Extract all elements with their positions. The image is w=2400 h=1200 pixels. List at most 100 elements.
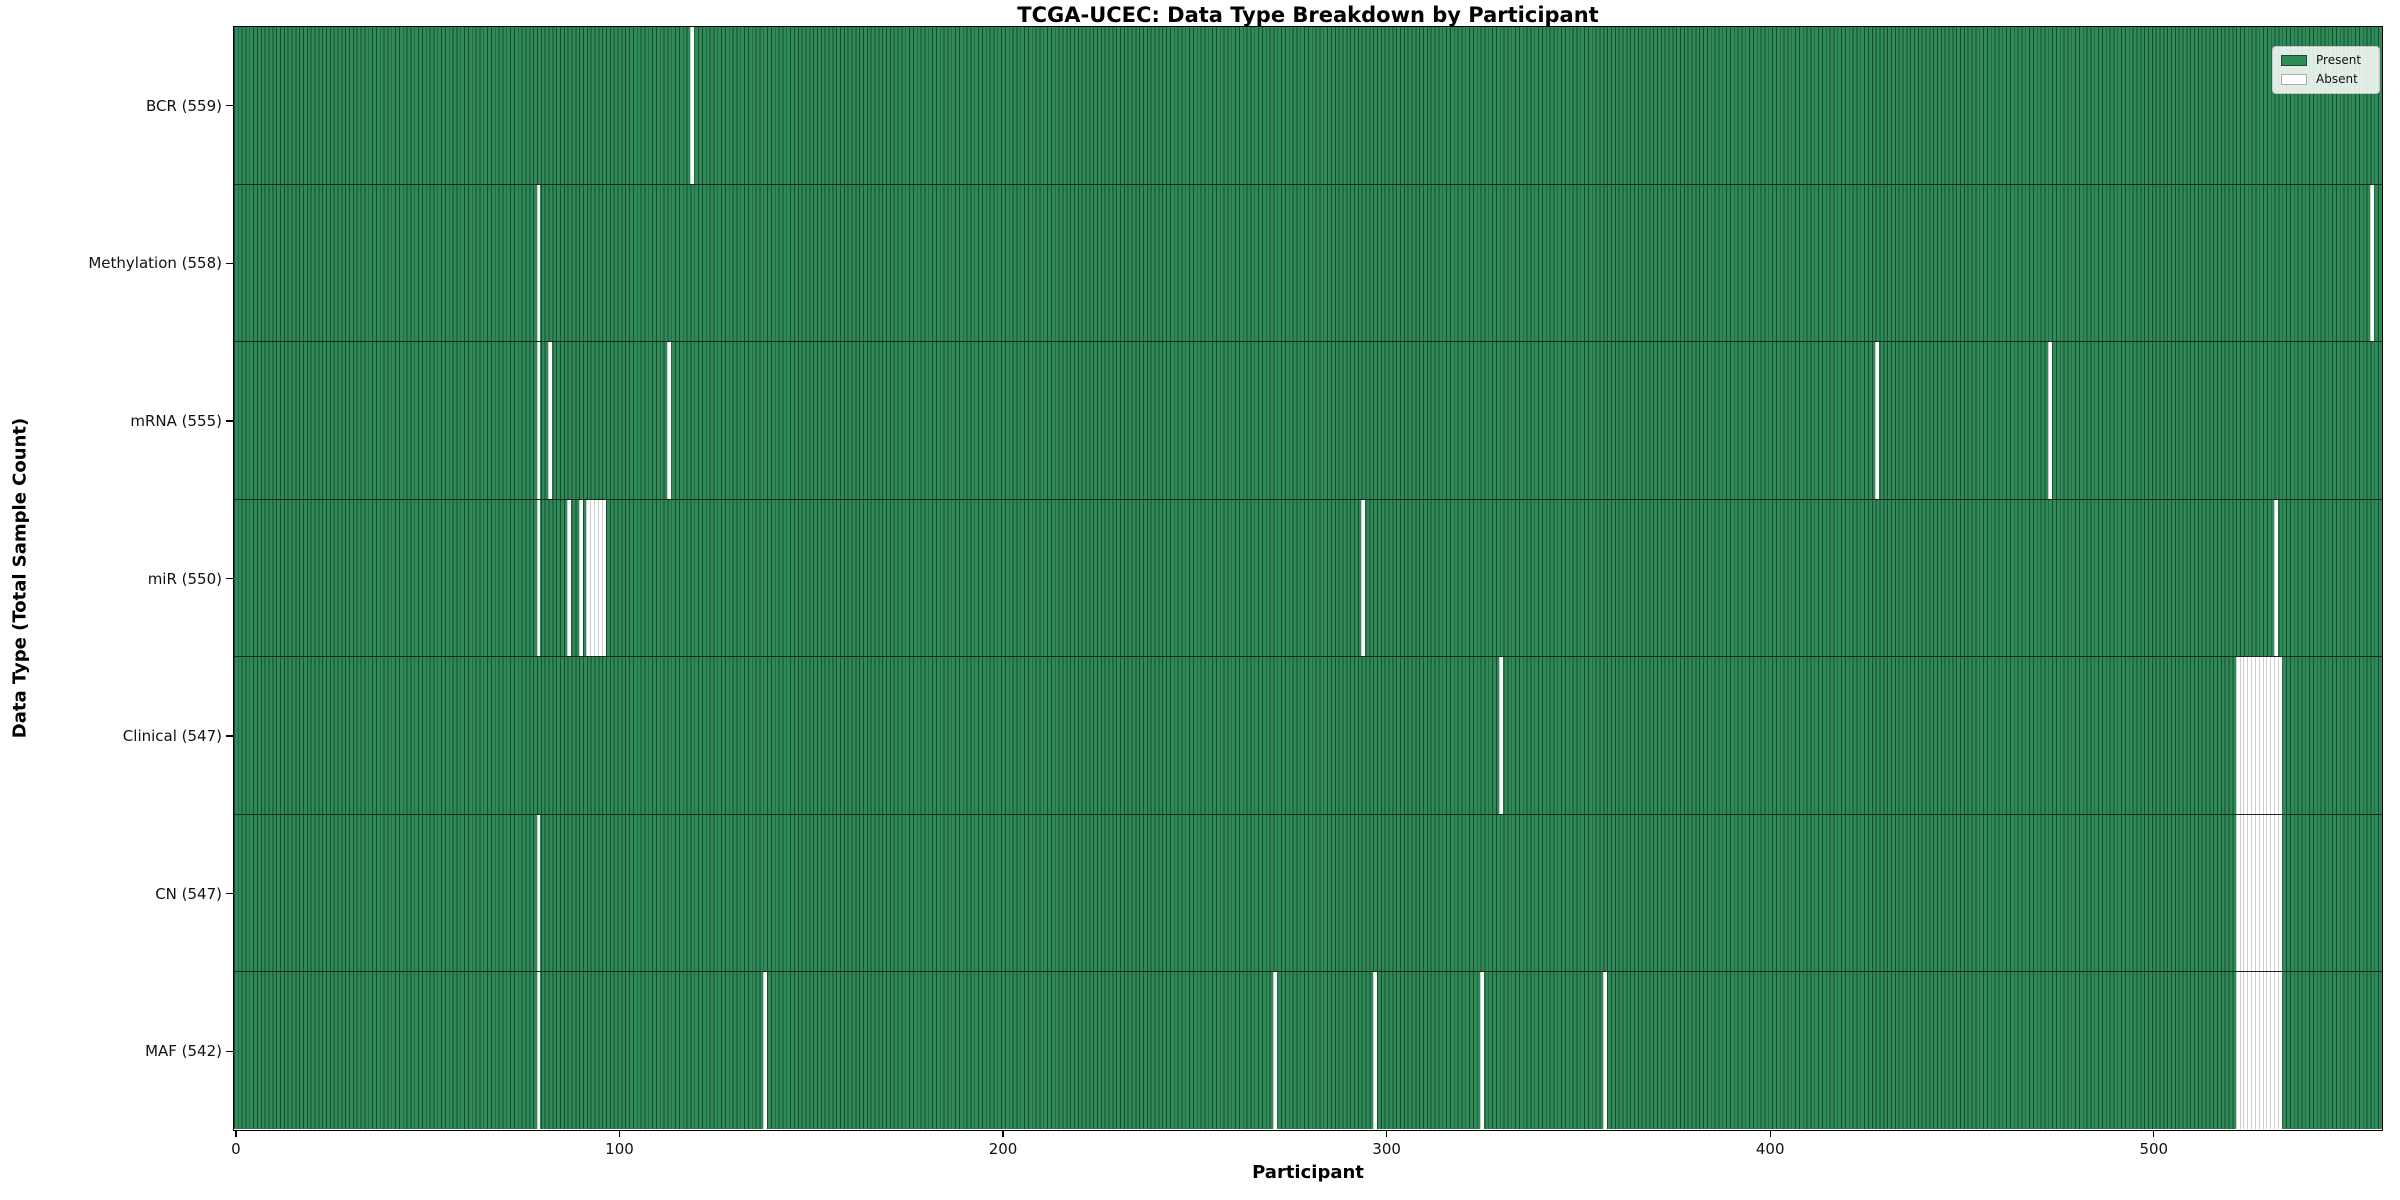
legend-label-present: Present xyxy=(2316,53,2362,67)
absent-bar xyxy=(2047,341,2052,500)
absent-bar xyxy=(2251,971,2255,1130)
absent-bar xyxy=(586,499,591,657)
absent-bar xyxy=(2262,971,2267,1130)
x-tick-mark xyxy=(618,1131,621,1137)
legend-absent-swatch xyxy=(2281,74,2307,85)
x-tick-mark xyxy=(1002,1131,1004,1137)
y-tick-mark xyxy=(226,105,233,107)
x-tick-label: 500 xyxy=(2139,1140,2169,1158)
y-tick-mark xyxy=(226,420,233,422)
row-separator xyxy=(233,498,2382,500)
x-tick-mark xyxy=(235,1131,237,1137)
x-tick-label: 0 xyxy=(231,1140,241,1158)
data-row-bcr xyxy=(233,26,2382,185)
row-separator xyxy=(233,813,2382,815)
data-row-clinical xyxy=(233,656,2382,815)
absent-bar xyxy=(2235,814,2240,972)
absent-bar xyxy=(2266,656,2271,815)
absent-bar xyxy=(2247,971,2252,1130)
y-tick-label: miR (550) xyxy=(147,569,222,588)
chart-title: TCGA-UCEC: Data Type Breakdown by Partic… xyxy=(1017,3,1599,27)
absent-bar xyxy=(2270,971,2275,1130)
absent-bar xyxy=(2254,656,2259,815)
absent-bar xyxy=(2274,814,2278,972)
absent-bar xyxy=(2239,971,2244,1130)
legend-entry-absent: Absent xyxy=(2281,73,2371,86)
absent-bar xyxy=(2266,971,2271,1130)
row-separator xyxy=(233,341,2382,343)
absent-bar xyxy=(536,341,541,500)
absent-bar xyxy=(2258,971,2263,1130)
y-tick-label: Clinical (547) xyxy=(122,727,222,746)
absent-bar xyxy=(2274,499,2278,657)
y-tick-label: BCR (559) xyxy=(145,96,222,115)
data-row-maf xyxy=(233,971,2382,1130)
absent-bar xyxy=(1499,656,1504,815)
absent-bar xyxy=(1602,971,1607,1130)
absent-bar xyxy=(2243,814,2248,972)
absent-bar xyxy=(597,499,602,657)
absent-bar xyxy=(536,814,541,972)
absent-bar xyxy=(2274,656,2278,815)
absent-bar xyxy=(2369,184,2374,342)
legend-label-absent: Absent xyxy=(2316,72,2358,86)
y-tick-mark xyxy=(226,262,233,264)
absent-bar xyxy=(2262,656,2267,815)
absent-bar xyxy=(1480,971,1484,1130)
absent-bar xyxy=(2270,814,2275,972)
absent-bar xyxy=(2235,971,2240,1130)
absent-bar xyxy=(2243,656,2248,815)
x-tick-label: 100 xyxy=(605,1140,634,1158)
absent-bar xyxy=(2277,814,2282,972)
x-tick-mark xyxy=(2153,1131,2155,1137)
absent-bar xyxy=(2258,656,2263,815)
absent-bar xyxy=(2243,971,2248,1130)
absent-bar xyxy=(2254,814,2259,972)
x-tick-mark xyxy=(1769,1131,1771,1137)
row-separator xyxy=(233,971,2382,973)
absent-bar xyxy=(590,499,595,657)
legend-entry-present: Present xyxy=(2281,54,2371,67)
absent-bar xyxy=(536,184,541,342)
absent-bar xyxy=(2251,656,2255,815)
legend-present-swatch xyxy=(2281,55,2307,66)
absent-bar xyxy=(689,26,694,185)
absent-bar xyxy=(762,971,767,1130)
row-separator xyxy=(233,183,2382,185)
absent-bar xyxy=(548,341,552,500)
absent-bar xyxy=(2262,814,2267,972)
absent-bar xyxy=(1875,341,1879,500)
absent-bar xyxy=(1361,499,1366,657)
absent-bar xyxy=(2270,656,2275,815)
x-axis-label: Participant xyxy=(1252,1162,1364,1183)
absent-bar xyxy=(2239,814,2244,972)
data-row-mir xyxy=(233,499,2382,657)
x-tick-label: 200 xyxy=(988,1140,1018,1158)
absent-bar xyxy=(2251,814,2255,972)
y-tick-mark xyxy=(226,735,233,737)
row-separator xyxy=(233,656,2382,658)
x-tick-mark xyxy=(1386,1131,1388,1137)
absent-bar xyxy=(2239,656,2244,815)
data-row-methylation xyxy=(233,184,2382,342)
absent-bar xyxy=(2254,971,2259,1130)
absent-bar xyxy=(2277,656,2282,815)
absent-bar xyxy=(2235,656,2240,815)
absent-bar xyxy=(666,341,671,500)
data-row-cn xyxy=(233,814,2382,972)
absent-bar xyxy=(567,499,572,657)
y-tick-mark xyxy=(226,577,233,580)
y-tick-label: MAF (542) xyxy=(145,1042,222,1061)
absent-bar xyxy=(601,499,606,657)
absent-bar xyxy=(2266,814,2271,972)
absent-bar xyxy=(1272,971,1277,1130)
absent-bar xyxy=(536,971,541,1130)
y-tick-label: CN (547) xyxy=(155,884,222,903)
y-tick-label: mRNA (555) xyxy=(130,411,222,430)
y-tick-mark xyxy=(226,893,233,895)
absent-bar xyxy=(594,499,598,657)
absent-bar xyxy=(2258,814,2263,972)
y-tick-label: Methylation (558) xyxy=(88,254,222,273)
absent-bar xyxy=(2247,656,2252,815)
